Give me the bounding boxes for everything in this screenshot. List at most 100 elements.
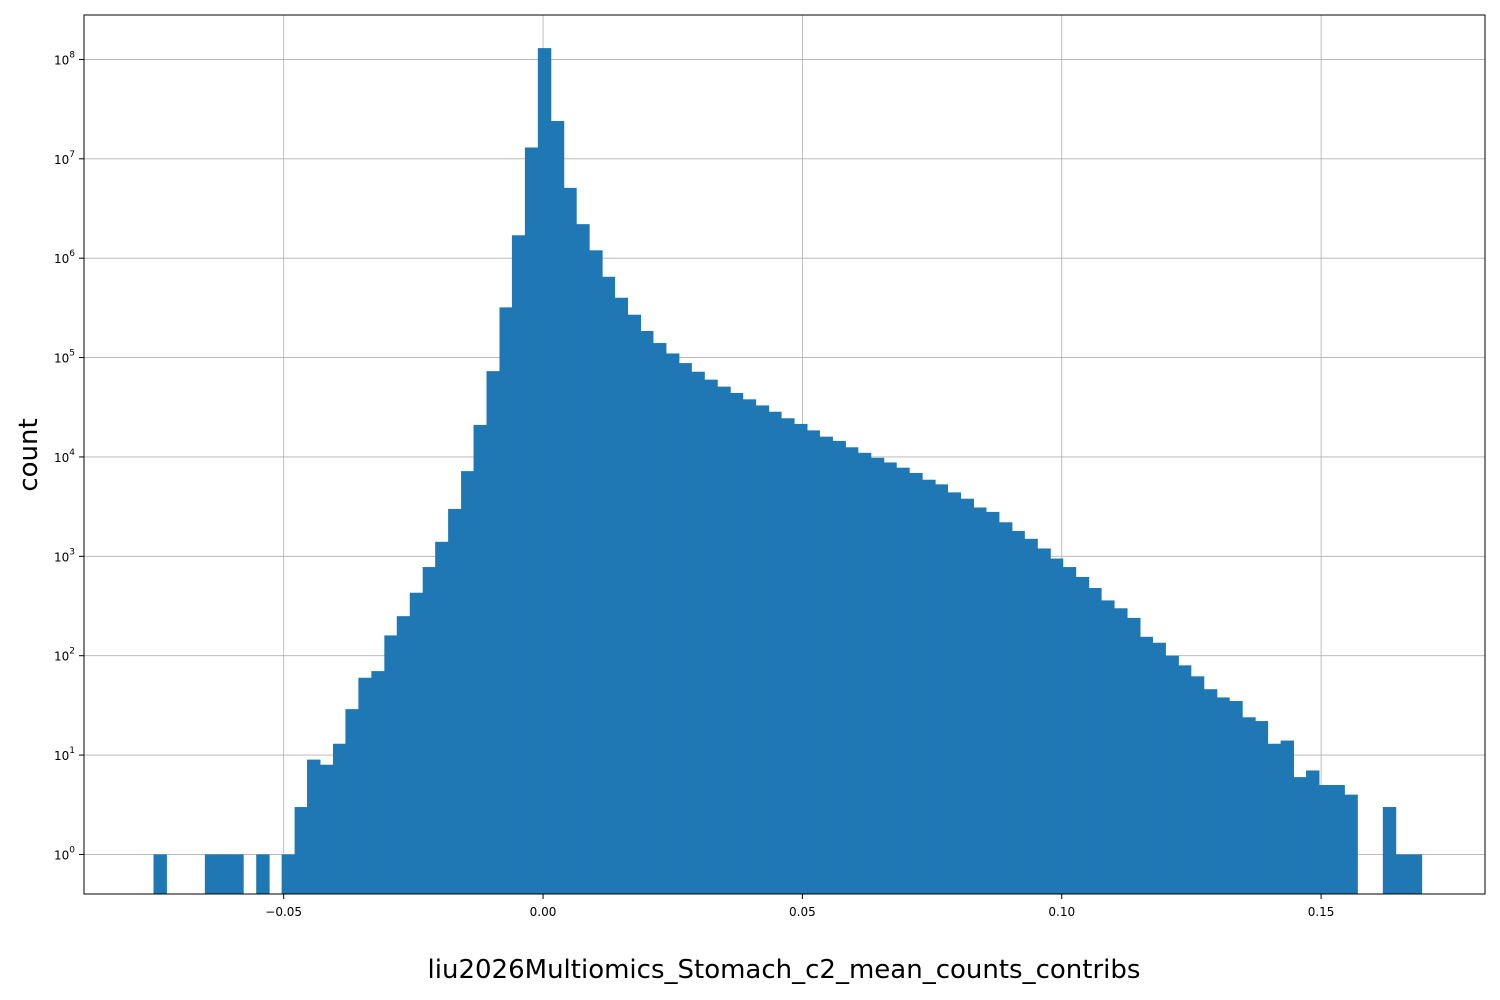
histogram-bar [1088,588,1102,894]
histogram-bar [742,399,757,894]
histogram-bar [524,147,539,895]
histogram-bar [665,353,680,895]
histogram-bar [1049,558,1064,894]
histogram-bar [922,479,936,894]
histogram-bars [153,48,1423,895]
histogram-bar [1267,743,1282,894]
histogram-bar [704,379,718,894]
histogram-bar [1203,689,1218,894]
histogram-bar [806,430,820,894]
histogram-bar [1216,697,1230,894]
histogram-bar [1319,784,1333,894]
y-tick-label: 104 [54,448,75,465]
histogram-bar [537,48,552,895]
histogram-bar [986,511,1000,894]
y-tick-label: 107 [54,150,75,167]
histogram-bar [768,411,782,894]
histogram-bar [307,759,321,894]
histogram-bar [217,854,231,894]
histogram-bar [1293,777,1307,894]
histogram-bar [1024,538,1038,894]
histogram-bar [781,418,795,894]
histogram-bar [973,507,987,894]
histogram-bar [1229,701,1243,894]
histogram-bar [1152,642,1166,894]
histogram-bar [960,498,975,894]
histogram-bar [371,671,385,894]
histogram-bar [627,314,641,894]
x-tick-label: 0.10 [1048,905,1075,919]
histogram-bar [589,250,603,894]
histogram-bar [461,471,475,894]
x-tick-label: 0.00 [530,905,557,919]
histogram-bar [947,492,962,894]
x-axis-label: liu2026Multiomics_Stomach_c2_mean_counts… [428,955,1141,985]
histogram-bar [729,393,744,894]
histogram-bar [1382,807,1397,894]
histogram-bar [934,484,949,894]
histogram-bar [601,276,616,894]
histogram-bar [1127,617,1141,894]
histogram-bar [1062,567,1077,894]
histogram-bar [1408,854,1423,894]
histogram-bar [1011,530,1025,894]
histogram-bar [1075,576,1090,894]
histogram-bar [435,541,449,894]
histogram-bar [857,452,872,894]
histogram-bar [909,472,923,894]
histogram-bar [1037,548,1051,894]
histogram-bar [358,677,372,894]
histogram-bar [717,386,731,894]
histogram-bar [345,709,359,894]
histogram-bar [294,807,308,894]
histogram-bar [844,447,859,894]
histogram-bar [614,297,629,894]
histogram-bar [473,424,487,894]
histogram-bar [1344,794,1358,894]
histogram-bar [422,567,437,894]
histogram-bar [755,405,770,894]
y-axis-ticks: 100 101 102 103 104 105 106 107 108 [54,50,84,862]
y-tick-label: 101 [54,746,75,763]
x-axis-ticks: −0.05 0.00 0.05 0.10 0.15 [265,894,1334,919]
histogram-bar [678,363,692,895]
histogram-bar [653,343,667,894]
histogram-bar [448,508,462,894]
y-tick-label: 103 [54,547,75,564]
histogram-bar [1190,676,1205,894]
histogram-bar [1395,854,1410,894]
histogram-bar [896,467,910,894]
histogram-bar [794,423,808,894]
histogram-bar [499,307,513,894]
histogram-bar [384,635,398,894]
y-tick-label: 102 [54,647,75,664]
histogram-bar [204,854,219,894]
histogram-bar [819,436,833,894]
histogram-bar [332,743,347,894]
histogram-bar [256,854,270,894]
y-tick-label: 105 [54,349,75,366]
histogram-bar [998,522,1013,894]
histogram-bar [1165,655,1179,894]
histogram-bar [1331,784,1345,894]
histogram-bar [1177,665,1192,894]
histogram-bar [1114,608,1128,894]
histogram-bar [563,187,577,894]
histogram-bar [153,854,167,894]
histogram-bar [550,121,565,894]
histogram-bar [870,457,885,894]
x-tick-label: −0.05 [265,905,302,919]
histogram-bar [230,854,244,894]
histogram-bar [409,592,424,894]
histogram-bar [691,371,705,894]
histogram-bar [396,616,411,894]
histogram-bar [281,854,296,894]
y-tick-label: 100 [54,845,75,862]
x-tick-label: 0.15 [1308,905,1335,919]
histogram-bar [486,371,500,894]
x-tick-label: 0.05 [789,905,816,919]
histogram-bar [576,224,590,894]
histogram-bar [1139,636,1153,894]
plot-frame [83,14,1486,895]
